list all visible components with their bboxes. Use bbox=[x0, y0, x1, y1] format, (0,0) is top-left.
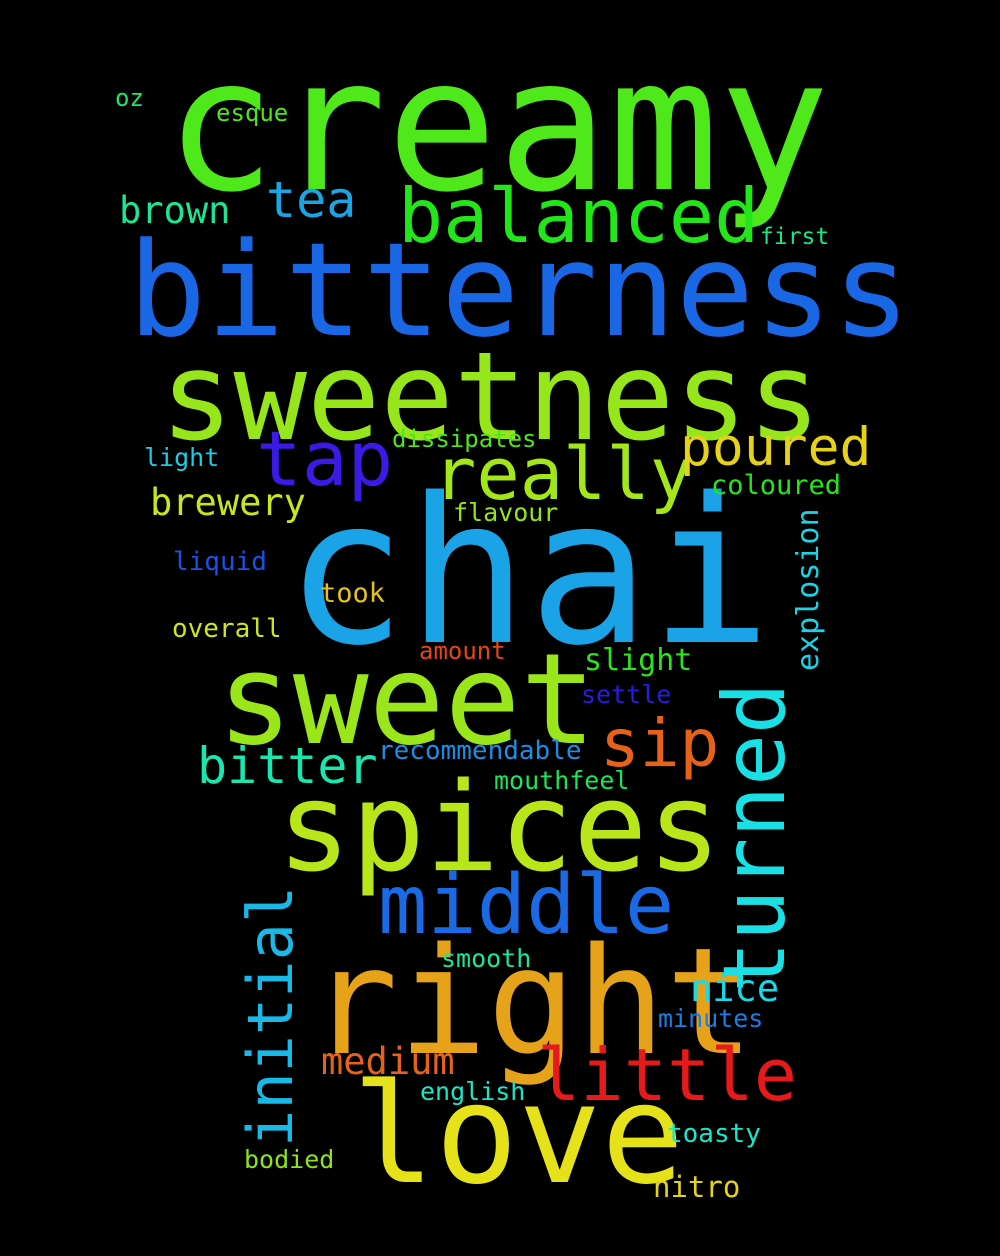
word-toasty: toasty bbox=[667, 1119, 761, 1149]
word-sip: sip bbox=[600, 705, 720, 782]
word-spices: spices bbox=[277, 757, 722, 900]
word-mouthfeel: mouthfeel bbox=[494, 766, 630, 795]
word-overall: overall bbox=[172, 614, 282, 644]
word-first: first bbox=[760, 224, 830, 250]
word-flavour: flavour bbox=[453, 498, 559, 527]
word-took: took bbox=[320, 578, 386, 609]
word-turned: turned bbox=[705, 682, 805, 993]
word-dissipates: dissipates bbox=[392, 425, 537, 453]
word-amount: amount bbox=[419, 637, 506, 665]
word-esque: esque bbox=[216, 99, 289, 127]
word-medium: medium bbox=[321, 1040, 455, 1083]
word-brown: brown bbox=[119, 189, 231, 232]
word-creamy: creamy bbox=[165, 19, 830, 233]
word-nitro: nitro bbox=[653, 1170, 741, 1204]
word-middle: middle bbox=[378, 858, 675, 953]
word-english: english bbox=[420, 1077, 526, 1106]
word-brewery: brewery bbox=[150, 481, 306, 524]
word-smooth: smooth bbox=[441, 944, 532, 973]
word-tea: tea bbox=[266, 171, 357, 229]
word-sweet: sweet bbox=[217, 626, 597, 773]
word-tap: tap bbox=[256, 414, 394, 503]
word-bodied: bodied bbox=[244, 1145, 335, 1174]
word-coloured: coloured bbox=[711, 470, 842, 501]
word-right: right bbox=[309, 916, 755, 1088]
word-slight: slight bbox=[584, 643, 693, 678]
word-minutes: minutes bbox=[658, 1004, 764, 1033]
word-oz: oz bbox=[115, 84, 144, 112]
word-really: really bbox=[433, 432, 694, 516]
word-bitterness: bitterness bbox=[128, 214, 911, 366]
word-balanced: balanced bbox=[398, 172, 760, 260]
word-chai: chai bbox=[285, 454, 772, 690]
word-nice: nice bbox=[690, 967, 780, 1010]
word-sweetness: sweetness bbox=[160, 326, 822, 468]
word-little: little bbox=[537, 1033, 798, 1117]
word-recommendable: recommendable bbox=[378, 736, 582, 766]
word-initial: initial bbox=[234, 885, 307, 1147]
word-explosion: explosion bbox=[791, 508, 826, 671]
word-bitter: bitter bbox=[197, 737, 378, 795]
word-poured: poured bbox=[680, 417, 872, 478]
word-liquid: liquid bbox=[173, 547, 267, 577]
word-love: love bbox=[352, 1054, 685, 1215]
word-light: light bbox=[144, 443, 220, 472]
word-settle: settle bbox=[581, 680, 672, 709]
